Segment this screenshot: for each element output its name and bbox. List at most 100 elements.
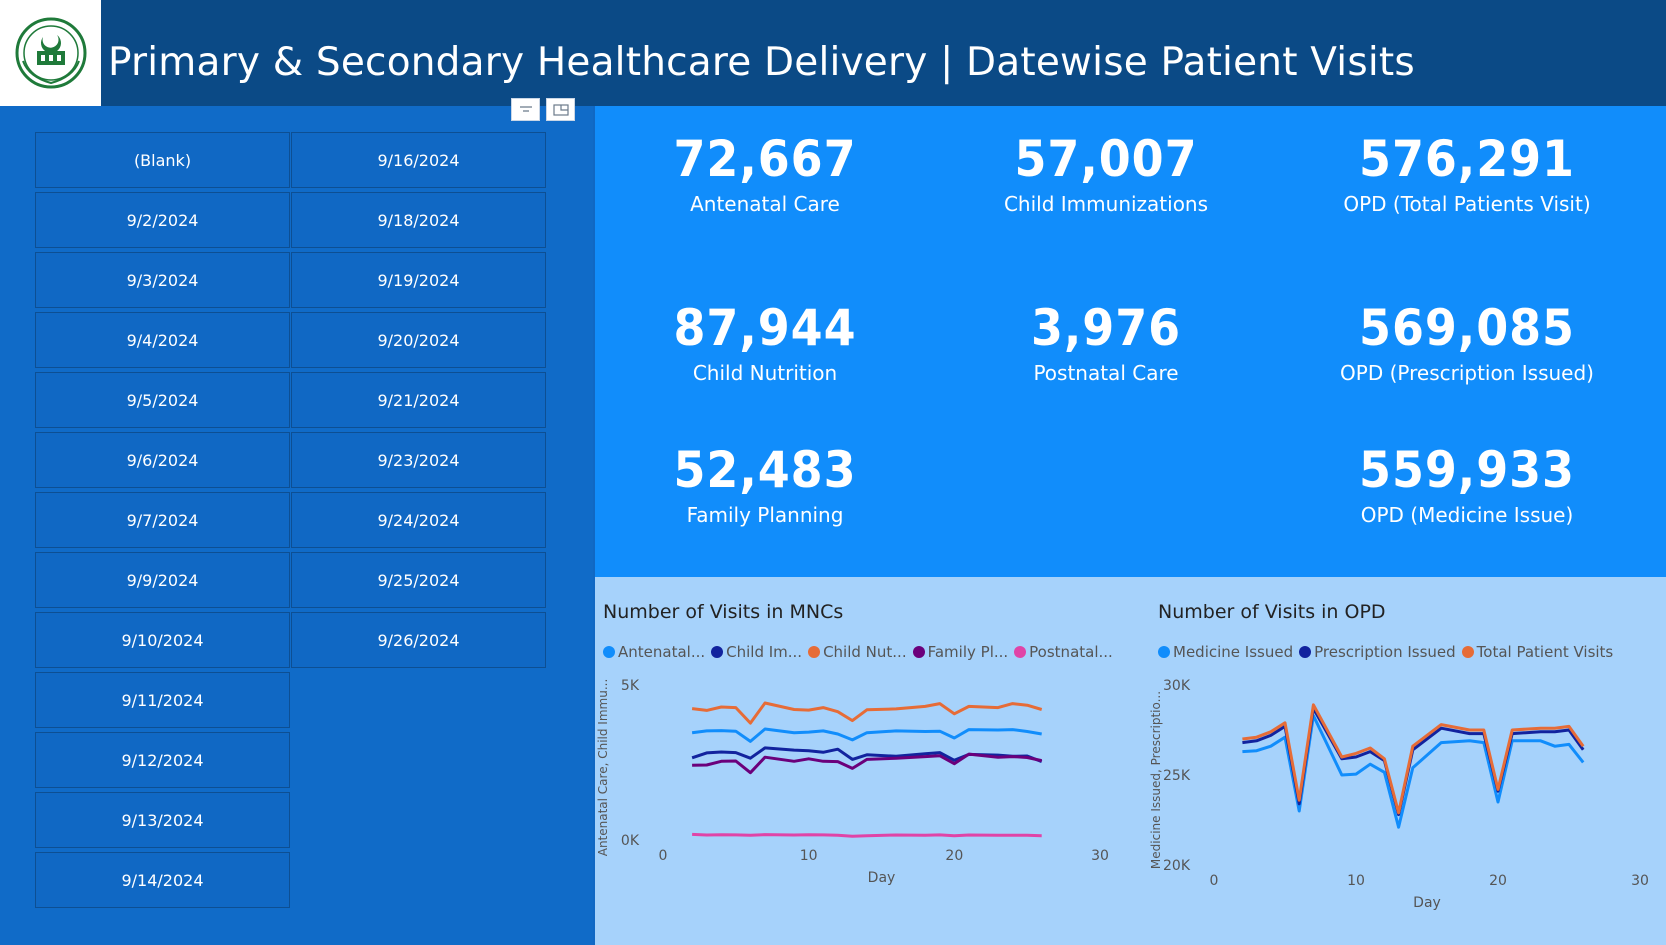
kpi-label: Postnatal Care — [1033, 361, 1179, 385]
y-tick-label: 30K — [1163, 678, 1191, 694]
kpi-opd-medicine: 559,933 OPD (Medicine Issue) — [1287, 441, 1647, 527]
date-tile[interactable]: 9/25/2024 — [291, 552, 546, 608]
date-tile[interactable]: 9/26/2024 — [291, 612, 546, 668]
series-line[interactable] — [691, 701, 1043, 725]
legend-label: Antenatal... — [618, 643, 706, 661]
date-tile[interactable]: 9/19/2024 — [291, 252, 546, 308]
date-tile[interactable]: 9/11/2024 — [35, 672, 290, 728]
legend-marker — [1158, 646, 1170, 658]
kpi-value: 559,933 — [1359, 441, 1575, 499]
legend-label: Family Pl... — [927, 643, 1009, 661]
kpi-label: OPD (Medicine Issue) — [1360, 503, 1574, 527]
chart-plot[interactable]: 20K 25K 30K 0 10 20 30 Day Medicine Issued, Pres… — [1150, 665, 1666, 945]
kpi-label: Antenatal Care — [690, 192, 840, 216]
legend-item[interactable]: Total Patient Visits — [1461, 643, 1614, 661]
date-tile[interactable]: 9/20/2024 — [291, 312, 546, 368]
date-tile[interactable]: 9/7/2024 — [35, 492, 290, 548]
series-line[interactable] — [691, 727, 1042, 743]
legend-marker — [1299, 646, 1312, 658]
legend-item[interactable]: Prescription Issued — [1299, 643, 1456, 661]
kpi-value: 52,483 — [673, 441, 857, 499]
x-tick-label: 10 — [800, 848, 818, 864]
legend-item[interactable]: Child Nut... — [808, 643, 907, 661]
punjab-government-emblem-icon — [15, 17, 86, 89]
date-tile[interactable]: 9/3/2024 — [35, 252, 290, 308]
date-tile[interactable]: 9/4/2024 — [35, 312, 290, 368]
series-line[interactable] — [692, 832, 1042, 838]
date-tile[interactable]: 9/5/2024 — [35, 372, 290, 428]
date-slicer: (Blank) 9/2/2024 9/3/2024 9/4/2024 9/5/2024 9… — [0, 98, 593, 945]
date-tile[interactable]: 9/14/2024 — [35, 852, 290, 908]
legend-label: Child Nut... — [823, 643, 907, 661]
date-tile[interactable]: 9/10/2024 — [35, 612, 290, 668]
legend-item[interactable]: Family Pl... — [912, 643, 1009, 661]
y-tick-label: 0K — [621, 833, 640, 849]
x-tick-label: 10 — [1347, 873, 1365, 889]
legend-label: Postnatal... — [1029, 643, 1113, 661]
opd-visits-chart: Number of Visits in OPD Medicine Issued P… — [1150, 577, 1666, 945]
legend-label: Medicine Issued — [1173, 643, 1294, 661]
legend-marker — [808, 646, 821, 658]
y-axis-label: Medicine Issued, Prescriptio... — [1150, 691, 1163, 869]
kpi-child-immunizations: 57,007 Child Immunizations — [926, 130, 1286, 216]
x-tick-label: 30 — [1631, 873, 1649, 889]
chart-legend: Antenatal... Child Im... Child Nut... Famil… — [603, 643, 1119, 661]
date-tile[interactable]: 9/2/2024 — [35, 192, 290, 248]
date-tile[interactable]: (Blank) — [35, 132, 290, 188]
mnc-visits-chart: Number of Visits in MNCs Antenatal... Chi… — [595, 577, 1135, 945]
x-axis-label: Day — [1413, 895, 1441, 911]
date-tile[interactable]: 9/23/2024 — [291, 432, 546, 488]
chart-plot[interactable]: 0K 5K 0 10 20 30 Day Antenatal Care, Child Immu… — [595, 665, 1135, 945]
x-tick-label: 30 — [1091, 848, 1109, 864]
x-tick-label: 0 — [1210, 873, 1219, 889]
charts-area: Number of Visits in MNCs Antenatal... Chi… — [595, 577, 1666, 945]
date-tile[interactable]: 9/12/2024 — [35, 732, 290, 788]
kpi-value: 576,291 — [1359, 130, 1575, 188]
chart-legend: Medicine Issued Prescription Issued Total … — [1158, 643, 1619, 661]
chart-title: Number of Visits in OPD — [1158, 601, 1386, 623]
page-title: Primary & Secondary Healthcare Delivery … — [108, 40, 1415, 85]
legend-label: Prescription Issued — [1314, 643, 1456, 661]
kpi-label: Family Planning — [686, 503, 844, 527]
kpi-value: 87,944 — [673, 299, 857, 357]
kpi-value: 57,007 — [1014, 130, 1198, 188]
date-tile[interactable]: 9/6/2024 — [35, 432, 290, 488]
legend-marker — [711, 646, 724, 658]
date-tile[interactable]: 9/9/2024 — [35, 552, 290, 608]
legend-marker — [1461, 646, 1474, 658]
date-tile[interactable]: 9/21/2024 — [291, 372, 546, 428]
legend-marker — [1014, 646, 1027, 658]
series-line[interactable] — [692, 752, 1043, 775]
logo — [0, 0, 101, 106]
y-tick-label: 20K — [1163, 858, 1191, 874]
y-tick-label: 25K — [1163, 768, 1191, 784]
series-line[interactable] — [1242, 714, 1585, 829]
legend-item[interactable]: Child Im... — [711, 643, 802, 661]
legend-item[interactable]: Antenatal... — [603, 643, 705, 661]
focus-mode-icon[interactable] — [546, 98, 575, 121]
legend-item[interactable]: Postnatal... — [1014, 643, 1113, 661]
kpi-opd-prescription: 569,085 OPD (Prescription Issued) — [1287, 299, 1647, 385]
date-tile[interactable]: 9/24/2024 — [291, 492, 546, 548]
date-tile[interactable]: 9/16/2024 — [291, 132, 546, 188]
kpi-label: OPD (Prescription Issued) — [1340, 361, 1594, 385]
y-axis-label: Antenatal Care, Child Immu... — [596, 679, 610, 857]
filter-icon[interactable] — [511, 98, 540, 121]
kpi-family-planning: 52,483 Family Planning — [585, 441, 945, 527]
legend-item[interactable]: Medicine Issued — [1158, 643, 1293, 661]
kpi-label: Child Nutrition — [692, 361, 838, 385]
kpi-panel: 72,667 Antenatal Care 57,007 Child Immun… — [595, 106, 1666, 577]
kpi-value: 569,085 — [1359, 299, 1575, 357]
date-tile[interactable]: 9/13/2024 — [35, 792, 290, 848]
y-tick-label: 5K — [621, 678, 640, 694]
legend-label: Total Patient Visits — [1476, 643, 1614, 661]
series-line[interactable] — [1242, 703, 1585, 815]
date-tile[interactable]: 9/18/2024 — [291, 192, 546, 248]
kpi-child-nutrition: 87,944 Child Nutrition — [585, 299, 945, 385]
kpi-antenatal-care: 72,667 Antenatal Care — [585, 130, 945, 216]
x-axis-label: Day — [868, 870, 896, 886]
kpi-opd-total-patients: 576,291 OPD (Total Patients Visit) — [1287, 130, 1647, 216]
legend-marker — [603, 646, 615, 658]
legend-label: Child Im... — [726, 643, 803, 661]
kpi-value: 3,976 — [1030, 299, 1182, 357]
